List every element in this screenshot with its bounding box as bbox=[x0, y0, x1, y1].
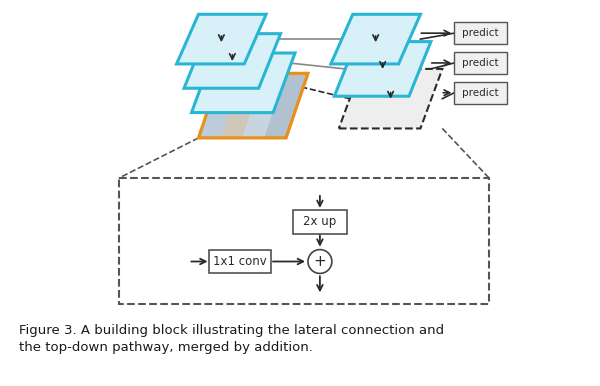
Polygon shape bbox=[334, 42, 431, 96]
Polygon shape bbox=[176, 14, 266, 64]
FancyBboxPatch shape bbox=[454, 52, 506, 74]
Polygon shape bbox=[331, 14, 421, 64]
Text: the top-down pathway, merged by addition.: the top-down pathway, merged by addition… bbox=[19, 341, 313, 354]
Text: predict: predict bbox=[462, 88, 499, 98]
Text: +: + bbox=[314, 254, 326, 269]
Text: predict: predict bbox=[462, 28, 499, 38]
Polygon shape bbox=[242, 73, 286, 138]
Circle shape bbox=[308, 250, 332, 273]
Text: 1x1 conv: 1x1 conv bbox=[214, 255, 267, 268]
FancyBboxPatch shape bbox=[293, 210, 347, 234]
Polygon shape bbox=[264, 73, 308, 138]
FancyBboxPatch shape bbox=[454, 22, 506, 44]
Polygon shape bbox=[184, 34, 281, 88]
Polygon shape bbox=[191, 53, 295, 113]
Text: predict: predict bbox=[462, 58, 499, 68]
Polygon shape bbox=[199, 73, 308, 138]
Text: 2x up: 2x up bbox=[303, 215, 337, 228]
Polygon shape bbox=[220, 73, 264, 138]
Polygon shape bbox=[339, 69, 442, 129]
Polygon shape bbox=[199, 73, 242, 138]
FancyBboxPatch shape bbox=[209, 250, 271, 273]
Text: Figure 3. A building block illustrating the lateral connection and: Figure 3. A building block illustrating … bbox=[19, 324, 445, 337]
FancyBboxPatch shape bbox=[454, 82, 506, 104]
